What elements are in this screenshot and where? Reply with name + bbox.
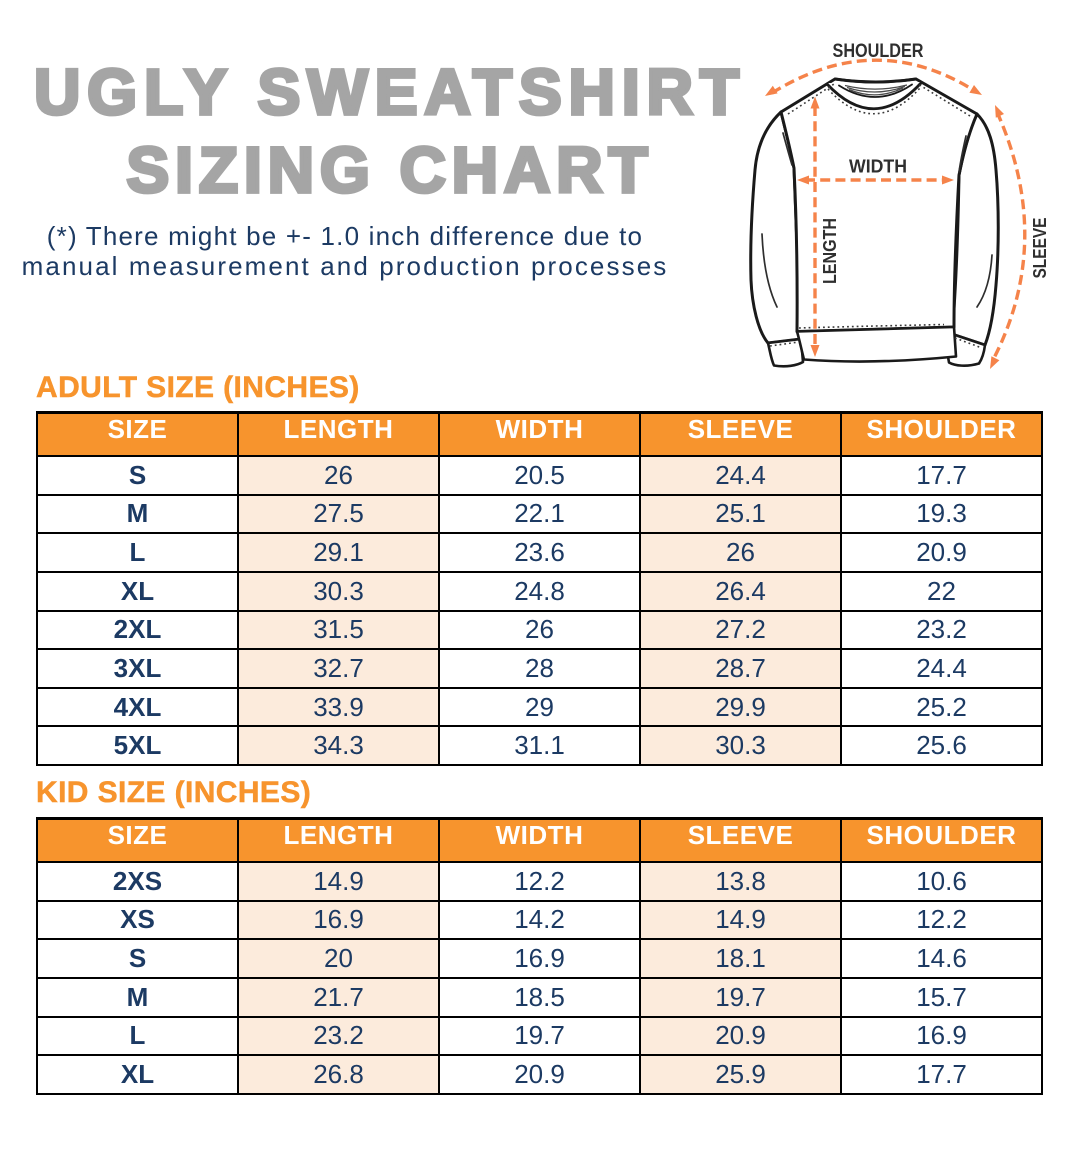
svg-text:SLEEVE: SLEEVE [1030,218,1050,279]
svg-text:LENGTH: LENGTH [820,218,840,284]
svg-text:SHOULDER: SHOULDER [833,41,924,62]
svg-text:WIDTH: WIDTH [849,157,907,177]
